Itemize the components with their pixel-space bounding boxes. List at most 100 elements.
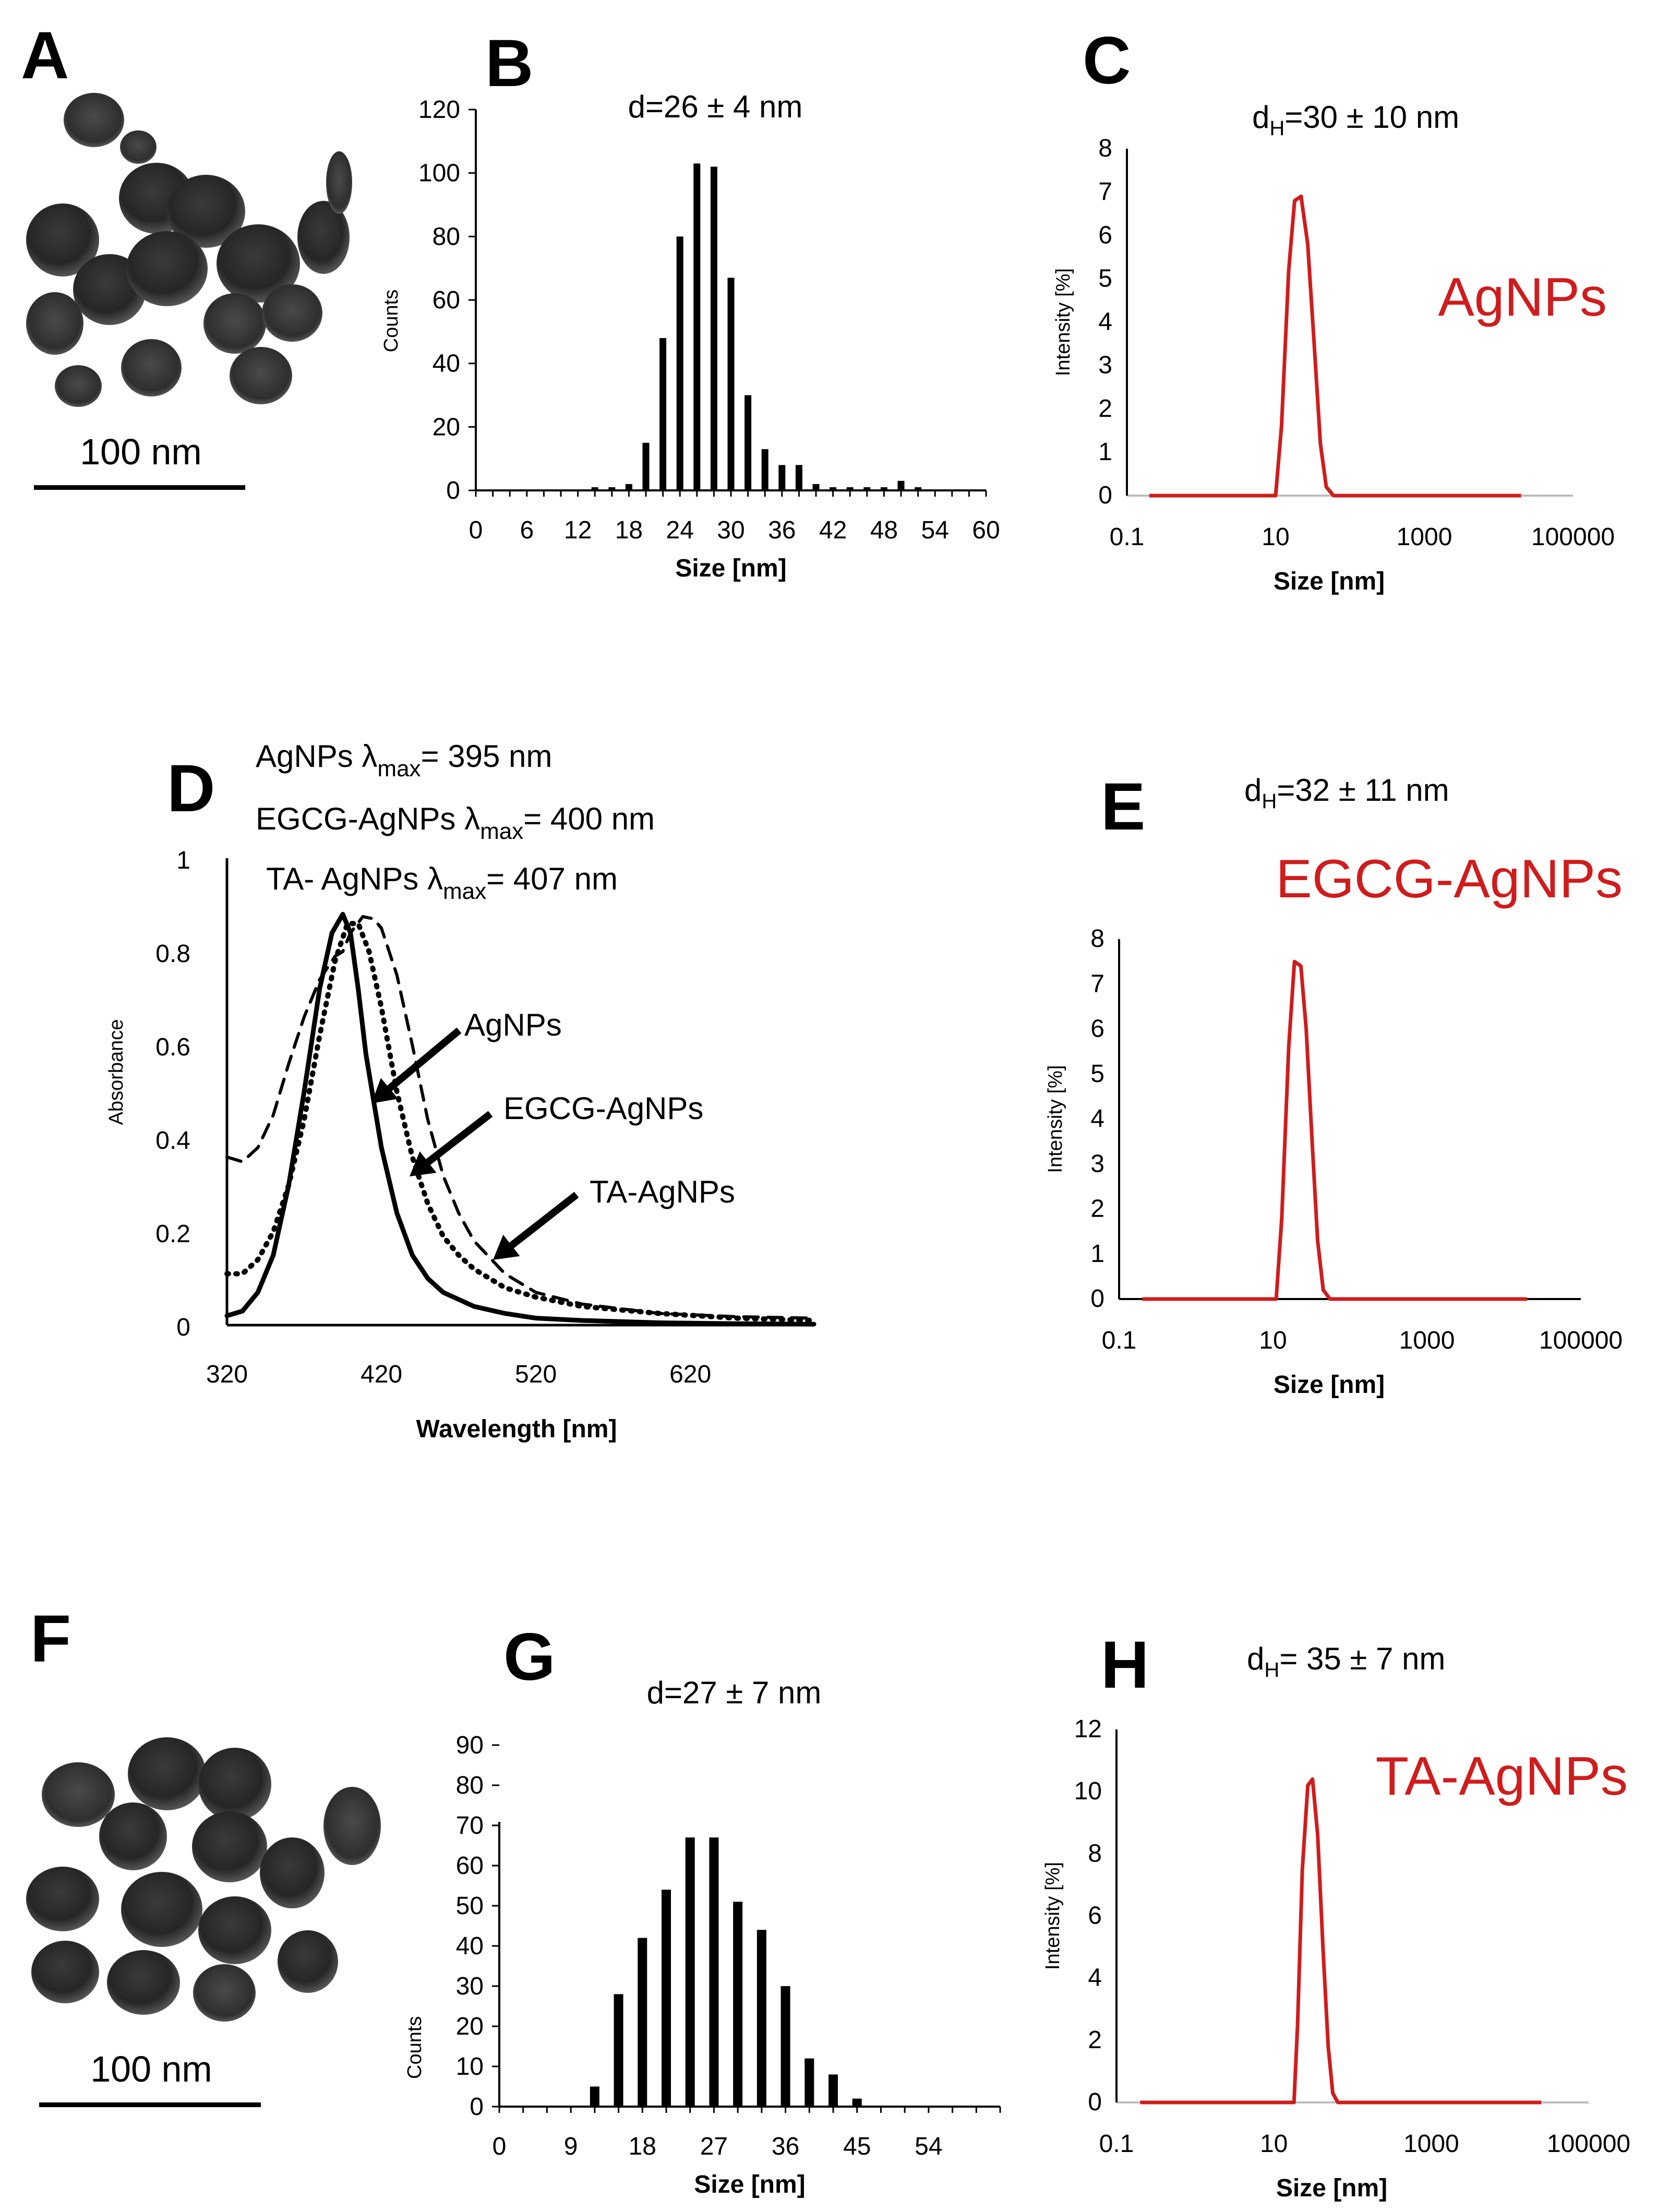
bar-50nm: [897, 480, 905, 490]
y-tick-label: 20: [456, 2013, 484, 2040]
y-tick-label: 0.8: [155, 940, 190, 968]
sample-label: EGCG-AgNPs: [1276, 849, 1623, 909]
bar-46nm: [863, 487, 871, 490]
y-tick-label: 20: [433, 413, 460, 441]
bar-34nm: [761, 449, 769, 490]
y-tick-label: 7: [1098, 178, 1112, 206]
y-tick-label: 90: [456, 1732, 484, 1759]
y-tick-label: 1: [1090, 1240, 1104, 1268]
y-tick-label: 80: [433, 223, 460, 250]
y-tick-label: 4: [1098, 308, 1112, 336]
x-tick-label: 36: [768, 516, 796, 544]
x-tick-label: 1000: [1397, 523, 1452, 551]
panel-letter-d: D: [167, 751, 215, 826]
bar-30nm: [733, 1902, 743, 2107]
y-tick-label: 7: [1090, 970, 1104, 997]
arrow-ta-agnps: [509, 1192, 579, 1248]
bar-24nm: [685, 1837, 695, 2107]
y-tick-label: 4: [1088, 1964, 1102, 1992]
y-axis-title: Counts: [380, 290, 402, 352]
x-axis-title: Size [nm]: [675, 555, 786, 582]
x-tick-label: 36: [772, 2133, 799, 2160]
arrow-label: EGCG-AgNPs: [503, 1091, 703, 1126]
bar-20nm: [642, 442, 650, 490]
x-tick-label: 100000: [1531, 523, 1615, 551]
panel-letter-c: C: [1083, 23, 1131, 98]
x-tick-label: 0: [469, 516, 483, 544]
chart-b-size-histogram: d=26 ± 4 nm 0 20 40 60 80 100 120 0 6 12 18 24 30 36 42…: [380, 89, 1000, 582]
panel-letter-a: A: [21, 18, 69, 93]
y-tick-label: 3: [1090, 1150, 1104, 1177]
bar-42nm: [828, 2074, 838, 2107]
scale-bar-label-f: 100 nm: [90, 2049, 212, 2089]
bar-33nm: [757, 1930, 766, 2107]
x-tick-label: 520: [515, 1361, 557, 1388]
nanoparticles-f: [26, 1737, 381, 2022]
dls-curve-agnps: [1149, 194, 1521, 498]
bar-14nm: [591, 487, 598, 490]
x-tick-label: 6: [520, 516, 534, 544]
y-tick-label: 1: [176, 847, 190, 874]
x-tick-label: 24: [666, 516, 694, 544]
x-axis-title: Wavelength [nm]: [416, 1415, 617, 1443]
y-axis-title: Absorbance: [105, 1019, 127, 1125]
chart-g-size-histogram: d=27 ± 7 nm 0 10 20 30 40 50 60 70 80 90 0 9 18 27 36 45…: [404, 1675, 1001, 2198]
bar-48nm: [880, 487, 887, 490]
x-tick-label: 27: [700, 2133, 728, 2160]
y-tick-label: 60: [456, 1852, 484, 1880]
y-axis-title: Intensity [%]: [1052, 268, 1074, 376]
x-tick-label: 54: [921, 516, 949, 544]
y-tick-label: 5: [1098, 265, 1112, 292]
y-tick-label: 0.4: [155, 1127, 190, 1155]
chart-c-dls-agnps: dH=30 ± 10 nm AgNPs 0 1 2 3 4 5 6 7 8 0.1 10 1000 1000…: [1052, 100, 1615, 595]
y-tick-label: 30: [456, 1973, 484, 2000]
lambda-max-annotation: AgNPs λmax= 395 nm: [256, 739, 552, 782]
arrow-label: TA-AgNPs: [590, 1174, 735, 1209]
y-tick-label: 0: [446, 477, 460, 504]
y-tick-label: 0.2: [155, 1220, 190, 1248]
x-tick-label: 620: [669, 1361, 711, 1388]
x-tick-label: 0.1: [1110, 523, 1145, 551]
bar-32nm: [745, 395, 752, 490]
x-tick-label: 1000: [1403, 2130, 1459, 2158]
y-tick-label: 8: [1098, 135, 1112, 162]
panel-letter-e: E: [1101, 770, 1145, 844]
tem-image-f: 100 nm: [26, 1737, 381, 2107]
y-axis-title: Intensity [%]: [1044, 1065, 1066, 1173]
y-tick-label: 8: [1088, 1840, 1102, 1867]
x-tick-label: 18: [629, 2133, 656, 2160]
y-tick-label: 5: [1090, 1060, 1104, 1088]
arrow-head-egcg-agnps: [410, 1151, 437, 1176]
y-tick-label: 100: [418, 160, 460, 187]
bar-38nm: [795, 465, 802, 490]
bar-28nm: [710, 166, 717, 490]
x-axis-title: Size [nm]: [1274, 568, 1385, 595]
y-tick-label: 4: [1090, 1105, 1104, 1133]
x-tick-label: 45: [843, 2133, 871, 2160]
bar-18nm: [638, 1938, 647, 2107]
y-tick-label: 0: [1098, 482, 1112, 509]
x-tick-label: 0.1: [1099, 2130, 1134, 2158]
bar-45nm: [852, 2098, 862, 2107]
bar-39nm: [805, 2058, 814, 2107]
scale-bar-label-a: 100 nm: [80, 431, 201, 472]
x-axis-title: Size [nm]: [694, 2171, 805, 2198]
bar-24nm: [676, 236, 683, 490]
x-tick-label: 0.1: [1102, 1327, 1137, 1354]
y-tick-label: 0.6: [155, 1033, 190, 1061]
y-axis-title: Intensity [%]: [1042, 1862, 1064, 1970]
y-tick-label: 60: [433, 286, 460, 314]
chart-h-dls-ta-agnps: dH= 35 ± 7 nm TA-AgNPs 0 2 4 6 8 10 12 0.1 10 1000 1…: [1042, 1641, 1630, 2202]
y-tick-label: 2: [1090, 1195, 1104, 1223]
chart-title: d=26 ± 4 nm: [628, 89, 803, 124]
y-axis-title: Counts: [404, 2016, 426, 2079]
nanoparticles-a: [26, 93, 352, 407]
x-axis-title: Size [nm]: [1276, 2174, 1387, 2202]
y-tick-label: 0: [176, 1314, 190, 1341]
y-tick-label: 3: [1098, 352, 1112, 379]
panel-letter-b: B: [485, 26, 533, 101]
arrow-head-ta-agnps: [493, 1234, 520, 1260]
bar-30nm: [727, 278, 735, 490]
y-tick-label: 0: [1090, 1285, 1104, 1313]
